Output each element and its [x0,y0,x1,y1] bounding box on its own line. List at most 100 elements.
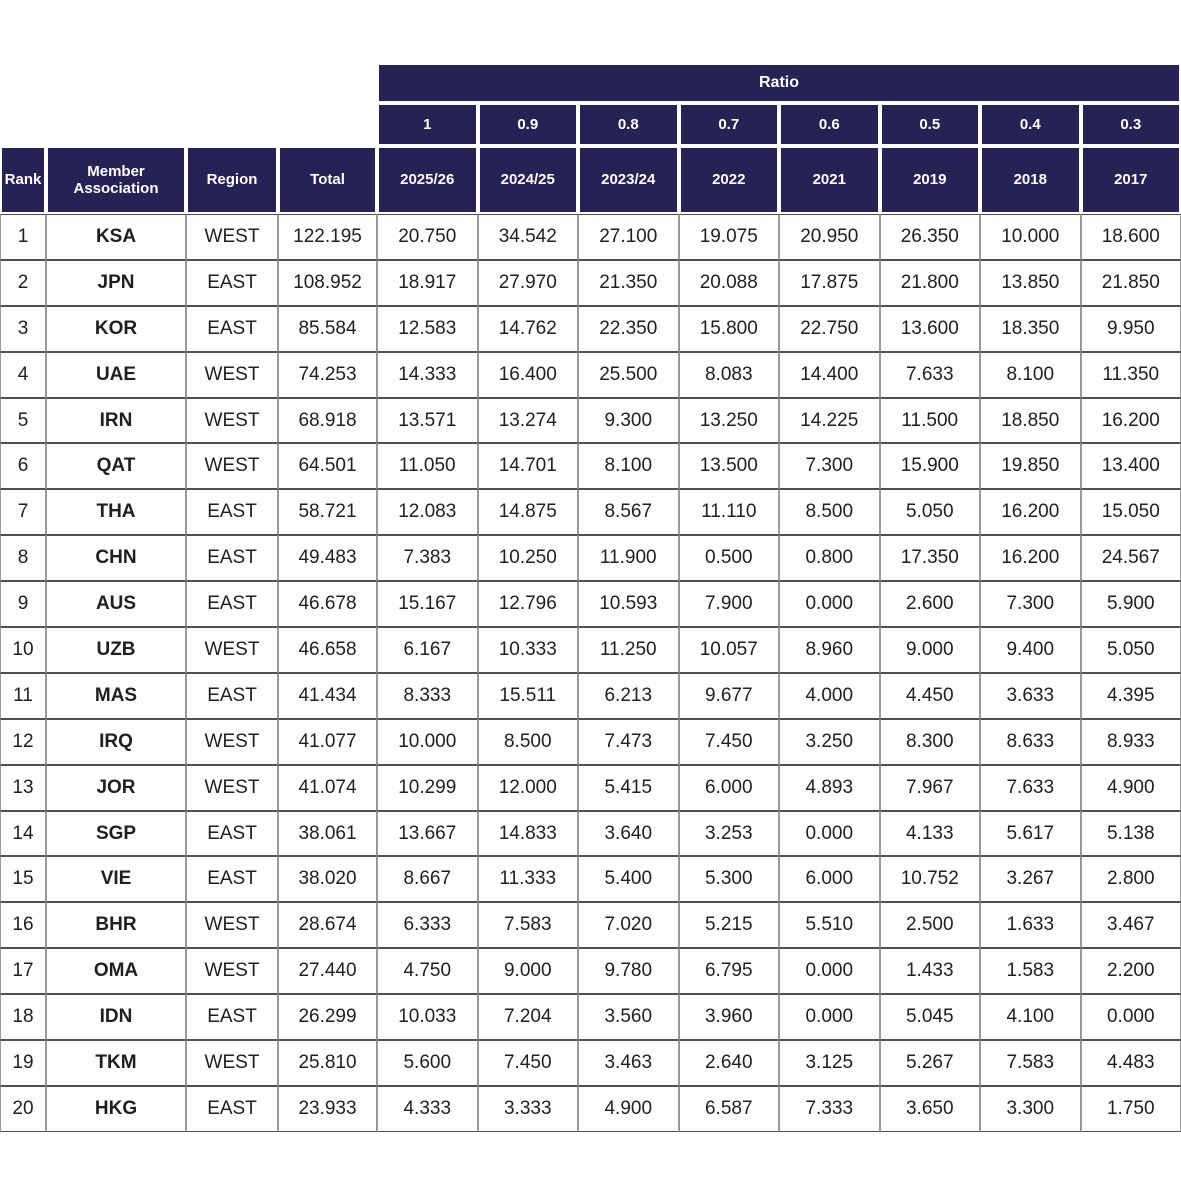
total-cell: 68.918 [278,397,377,444]
value-cell: 3.300 [980,1085,1081,1132]
value-cell: 14.701 [477,443,578,490]
rank-cell: 4 [0,351,46,398]
value-cell: 11.900 [578,535,679,582]
column-header-season: 2018 [980,146,1081,214]
value-cell: 9.000 [879,627,980,673]
value-cell: 22.350 [578,305,679,352]
value-cell: 2.800 [1080,856,1181,903]
total-cell: 49.483 [278,535,377,582]
value-cell: 13.400 [1080,443,1181,490]
association-cell: CHN [46,535,186,582]
value-cell: 10.299 [377,764,478,811]
region-cell: EAST [186,305,278,352]
column-header-rank: Rank [0,146,46,214]
ranking-table: Ratio 1 0.9 0.8 0.7 0.6 0.5 0.4 0.3 Rank… [0,63,1181,1132]
value-cell: 14.762 [477,305,578,352]
column-header-season: 2021 [779,146,880,214]
rank-cell: 7 [0,489,46,536]
value-cell: 2.600 [879,581,980,628]
value-cell: 11.110 [678,489,779,536]
region-cell: WEST [186,443,278,490]
value-cell: 1.633 [980,902,1081,949]
value-cell: 21.350 [578,259,679,306]
value-cell: 7.300 [980,581,1081,628]
value-cell: 12.083 [377,489,478,536]
value-cell: 3.650 [879,1085,980,1132]
value-cell: 12.000 [477,764,578,811]
value-cell: 13.600 [879,305,980,352]
total-cell: 38.020 [278,856,377,903]
association-cell: TKM [46,1040,186,1086]
value-cell: 4.893 [779,764,880,811]
value-cell: 5.267 [879,1040,980,1086]
association-cell: UZB [46,627,186,673]
value-cell: 6.213 [578,672,679,719]
value-cell: 5.900 [1080,581,1181,628]
value-cell: 0.000 [779,948,880,995]
region-cell: EAST [186,994,278,1041]
region-cell: WEST [186,397,278,444]
value-cell: 15.050 [1080,489,1181,536]
rank-cell: 11 [0,672,46,719]
association-cell: VIE [46,856,186,903]
ratio-header: Ratio [377,63,1181,103]
value-cell: 26.350 [879,214,980,260]
total-cell: 26.299 [278,994,377,1041]
value-cell: 15.167 [377,581,478,628]
value-cell: 2.200 [1080,948,1181,995]
total-cell: 108.952 [278,259,377,306]
value-cell: 21.850 [1080,259,1181,306]
value-cell: 19.075 [678,214,779,260]
ratio-value: 0.5 [879,103,980,146]
value-cell: 7.020 [578,902,679,949]
value-cell: 13.500 [678,443,779,490]
association-cell: JPN [46,259,186,306]
rank-cell: 9 [0,581,46,628]
rank-cell: 6 [0,443,46,490]
value-cell: 4.450 [879,672,980,719]
value-cell: 5.400 [578,856,679,903]
association-cell: UAE [46,351,186,398]
rank-cell: 3 [0,305,46,352]
value-cell: 10.000 [980,214,1081,260]
association-cell: IDN [46,994,186,1041]
value-cell: 20.088 [678,259,779,306]
value-cell: 3.960 [678,994,779,1041]
value-cell: 7.633 [980,764,1081,811]
value-cell: 4.750 [377,948,478,995]
value-cell: 0.000 [779,810,880,857]
value-cell: 5.215 [678,902,779,949]
value-cell: 8.500 [779,489,880,536]
value-cell: 13.250 [678,397,779,444]
value-cell: 7.204 [477,994,578,1041]
association-cell: KSA [46,214,186,260]
region-cell: EAST [186,856,278,903]
value-cell: 10.752 [879,856,980,903]
region-cell: EAST [186,1085,278,1132]
value-cell: 5.045 [879,994,980,1041]
value-cell: 13.274 [477,397,578,444]
value-cell: 7.900 [678,581,779,628]
rank-cell: 10 [0,627,46,673]
ratio-value: 0.3 [1080,103,1181,146]
value-cell: 10.333 [477,627,578,673]
value-cell: 7.967 [879,764,980,811]
value-cell: 0.800 [779,535,880,582]
value-cell: 7.633 [879,351,980,398]
total-cell: 25.810 [278,1040,377,1086]
value-cell: 14.875 [477,489,578,536]
total-cell: 46.658 [278,627,377,673]
total-cell: 41.077 [278,718,377,765]
value-cell: 10.250 [477,535,578,582]
region-cell: WEST [186,902,278,949]
value-cell: 8.500 [477,718,578,765]
value-cell: 12.583 [377,305,478,352]
value-cell: 1.433 [879,948,980,995]
column-header-member-association: Member Association [46,146,186,214]
value-cell: 18.917 [377,259,478,306]
value-cell: 5.415 [578,764,679,811]
column-header-season: 2017 [1080,146,1181,214]
value-cell: 18.850 [980,397,1081,444]
value-cell: 0.000 [1080,994,1181,1041]
value-cell: 21.800 [879,259,980,306]
